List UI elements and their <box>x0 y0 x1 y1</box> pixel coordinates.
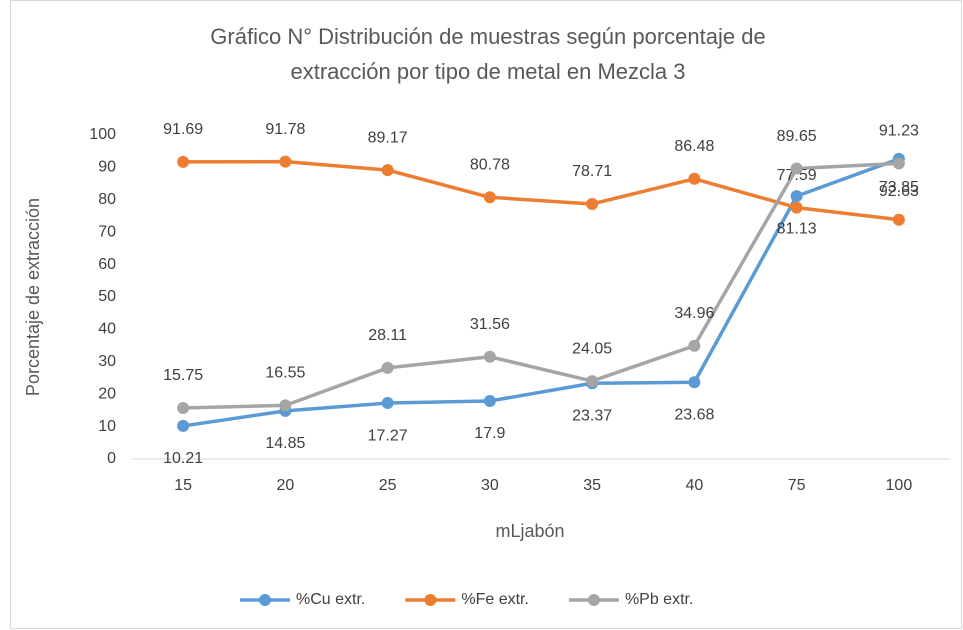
data-label: 91.69 <box>163 121 203 138</box>
y-tick-label: 10 <box>98 418 116 435</box>
x-tick-label: 25 <box>379 477 397 494</box>
series-line <box>183 159 900 222</box>
point-marker <box>892 213 905 226</box>
data-label: 10.21 <box>163 450 203 467</box>
point-marker <box>790 201 803 214</box>
data-label: 24.05 <box>572 340 612 357</box>
data-label: 92.63 <box>879 183 919 200</box>
data-label: 77.59 <box>777 167 817 184</box>
point-marker <box>177 155 190 168</box>
series-line <box>183 161 899 410</box>
data-label: 23.37 <box>572 407 612 424</box>
point-marker <box>688 339 701 352</box>
chart-title: Gráfico N° Distribución de muestras segú… <box>210 24 765 49</box>
point-marker <box>892 157 905 170</box>
point-marker <box>483 350 496 363</box>
data-label: 28.11 <box>368 327 407 344</box>
data-label: 23.68 <box>674 406 714 423</box>
point-marker <box>177 401 190 414</box>
data-label: 17.27 <box>368 427 408 444</box>
data-label: 15.75 <box>163 367 203 384</box>
point-marker <box>790 190 803 203</box>
point-marker <box>381 164 394 177</box>
data-label: 89.17 <box>368 129 408 146</box>
data-label: 89.65 <box>777 128 817 145</box>
x-tick-label: 15 <box>174 477 192 494</box>
point-marker <box>483 395 496 408</box>
point-marker <box>279 399 292 412</box>
point-marker <box>279 155 292 168</box>
data-label: 73.85 <box>879 179 919 196</box>
legend-marker <box>587 594 600 606</box>
data-label: 91.78 <box>265 121 305 138</box>
y-tick-label: 40 <box>98 321 116 338</box>
legend-marker <box>424 594 437 606</box>
y-axis-title: Porcentaje de extracción <box>23 198 43 396</box>
data-label: 81.13 <box>777 220 817 237</box>
legend-label: %Fe extr. <box>461 591 529 608</box>
x-tick-label: 35 <box>583 477 601 494</box>
y-tick-label: 20 <box>98 385 116 402</box>
point-marker <box>688 376 701 389</box>
point-marker <box>483 191 496 204</box>
x-tick-label: 40 <box>685 477 703 494</box>
chart-title: extracción por tipo de metal en Mezcla 3 <box>291 59 686 84</box>
point-marker <box>586 197 599 210</box>
point-marker <box>381 397 394 410</box>
series-line <box>182 157 900 428</box>
data-label: 17.9 <box>474 425 505 442</box>
y-tick-label: 100 <box>89 126 116 143</box>
data-label: 31.56 <box>470 316 510 333</box>
data-label: 86.48 <box>674 138 714 155</box>
y-tick-label: 50 <box>98 288 116 305</box>
x-tick-label: 30 <box>481 477 499 494</box>
x-tick-label: 75 <box>788 477 806 494</box>
legend-label: %Pb extr. <box>625 591 693 608</box>
y-tick-label: 30 <box>98 353 116 370</box>
x-axis-title: mLjabón <box>495 521 564 541</box>
data-label: 16.55 <box>265 365 305 382</box>
data-label: 34.96 <box>674 305 714 322</box>
legend-marker <box>259 594 271 606</box>
point-marker <box>586 375 599 388</box>
x-tick-label: 100 <box>886 477 913 494</box>
point-marker <box>381 361 394 374</box>
y-tick-label: 70 <box>98 223 116 240</box>
point-marker <box>688 172 701 185</box>
y-tick-label: 80 <box>98 191 116 208</box>
chart-border <box>10 0 962 629</box>
data-label: 78.71 <box>572 163 612 180</box>
point-marker <box>177 419 190 432</box>
y-tick-label: 0 <box>107 450 116 467</box>
data-label: 80.78 <box>470 156 510 173</box>
y-tick-label: 60 <box>98 256 116 273</box>
legend-label: %Cu extr. <box>296 591 365 608</box>
data-label: 91.23 <box>879 123 919 140</box>
point-marker <box>790 162 803 175</box>
y-tick-label: 90 <box>98 159 116 176</box>
data-label: 14.85 <box>265 435 305 452</box>
x-tick-label: 20 <box>276 477 294 494</box>
